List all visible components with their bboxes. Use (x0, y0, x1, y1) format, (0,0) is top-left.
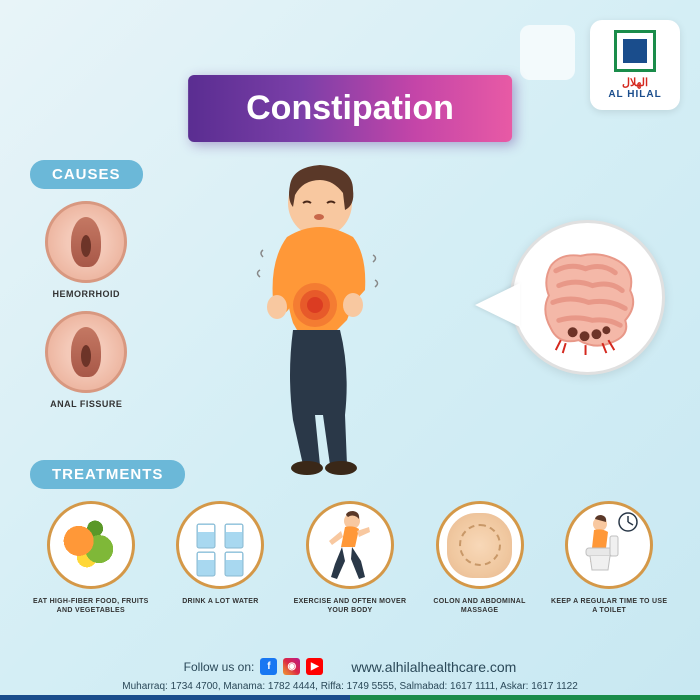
treatments-section: TREATMENTS EAT HIGH-FIBER FOOD, FRUITS A… (30, 460, 670, 615)
cause-label: ANAL FISSURE (30, 399, 143, 409)
footer: Follow us on: f ◉ ▶ www.alhilalhealthcar… (0, 648, 700, 700)
logo-mark (614, 30, 656, 72)
footer-stripe (0, 695, 700, 700)
cause-item: HEMORRHOID (30, 201, 143, 299)
treatment-item: EXERCISE AND OFTEN MOVER YOUR BODY (289, 501, 411, 615)
intestine-callout (510, 220, 665, 375)
facebook-icon[interactable]: f (260, 658, 277, 675)
logo-arabic: الهلال (622, 76, 648, 89)
treatment-label: KEEP A REGULAR TIME TO USE A TOILET (548, 597, 670, 615)
cause-item: ANAL FISSURE (30, 311, 143, 409)
water-icon (176, 501, 264, 589)
treatment-label: DRINK A LOT WATER (160, 597, 282, 606)
phone-numbers: Muharraq: 1734 4700, Manama: 1782 4444, … (20, 681, 680, 692)
brand-logo: الهلال AL HILAL (590, 20, 680, 110)
treatment-item: DRINK A LOT WATER (160, 501, 282, 615)
massage-icon (436, 501, 524, 589)
person-illustration (215, 155, 415, 475)
treatment-row: EAT HIGH-FIBER FOOD, FRUITS AND VEGETABL… (30, 501, 670, 615)
exercise-icon (306, 501, 394, 589)
website-url[interactable]: www.alhilalhealthcare.com (351, 659, 516, 675)
treatment-label: EAT HIGH-FIBER FOOD, FRUITS AND VEGETABL… (30, 597, 152, 615)
decorative-square (520, 25, 575, 80)
treatment-label: EXERCISE AND OFTEN MOVER YOUR BODY (289, 597, 411, 615)
instagram-icon[interactable]: ◉ (283, 658, 300, 675)
cause-label: HEMORRHOID (30, 289, 143, 299)
hemorrhoid-icon (45, 201, 127, 283)
causes-heading: CAUSES (30, 160, 143, 189)
follow-label: Follow us on: (184, 660, 255, 674)
fruits-icon (47, 501, 135, 589)
treatment-item: KEEP A REGULAR TIME TO USE A TOILET (548, 501, 670, 615)
causes-section: CAUSES HEMORRHOID ANAL FISSURE (30, 160, 143, 421)
treatment-label: COLON AND ABDOMINAL MASSAGE (419, 597, 541, 615)
page-title: Constipation (188, 75, 512, 142)
toilet-icon (565, 501, 653, 589)
youtube-icon[interactable]: ▶ (306, 658, 323, 675)
treatment-item: EAT HIGH-FIBER FOOD, FRUITS AND VEGETABL… (30, 501, 152, 615)
treatment-item: COLON AND ABDOMINAL MASSAGE (419, 501, 541, 615)
intestine-icon (531, 241, 650, 360)
treatments-heading: TREATMENTS (30, 460, 185, 489)
logo-english: AL HILAL (608, 89, 661, 100)
anal-fissure-icon (45, 311, 127, 393)
social-follow: Follow us on: f ◉ ▶ (184, 658, 324, 675)
